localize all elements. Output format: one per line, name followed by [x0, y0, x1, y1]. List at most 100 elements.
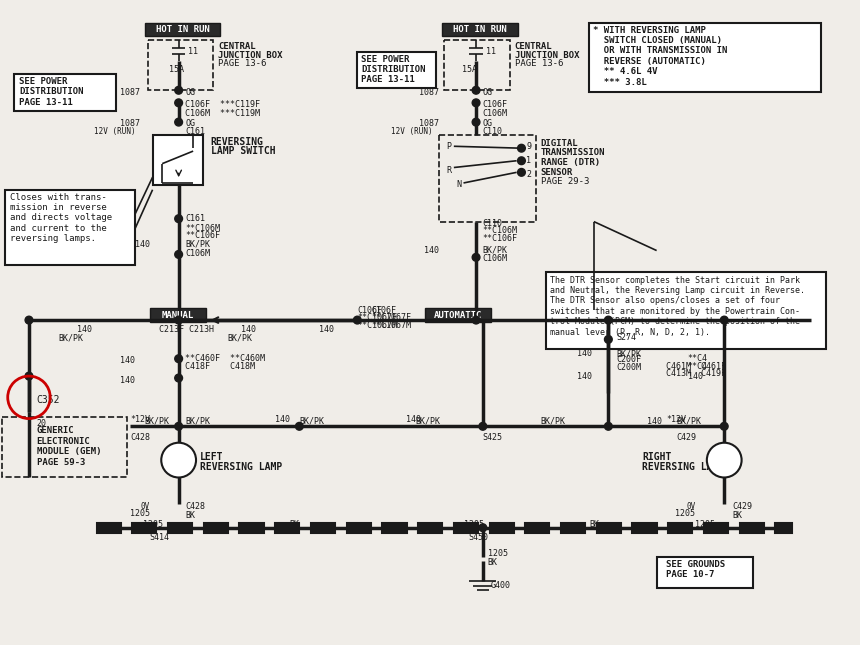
Text: REVERSING LAMP: REVERSING LAMP [642, 462, 724, 472]
Text: SEE GROUNDS
PAGE 10-7: SEE GROUNDS PAGE 10-7 [666, 560, 726, 579]
Text: S425: S425 [482, 433, 503, 442]
Text: Closes with trans-
mission in reverse
and directs voltage
and current to the
rev: Closes with trans- mission in reverse an… [9, 193, 112, 243]
Text: N: N [457, 180, 462, 189]
Circle shape [175, 355, 182, 362]
Bar [150, 308, 206, 322]
Text: 0V: 0V [686, 502, 695, 511]
Bar [168, 523, 192, 533]
Text: BK/PK: BK/PK [616, 349, 641, 358]
Text: RANGE (DTR): RANGE (DTR) [541, 158, 600, 167]
Text: 1087: 1087 [420, 119, 439, 128]
Bar [132, 523, 157, 533]
Text: 140: 140 [77, 325, 92, 334]
Text: 140: 140 [424, 246, 439, 255]
Bar [239, 523, 264, 533]
Text: 15A: 15A [462, 65, 476, 74]
Text: S414: S414 [150, 533, 169, 542]
Text: S450: S450 [469, 533, 488, 542]
Bar [589, 23, 820, 92]
Text: BK/PK: BK/PK [186, 417, 211, 426]
Text: 140: 140 [319, 325, 334, 334]
Text: **C4: **C4 [687, 354, 708, 363]
Text: C106F: C106F [482, 100, 507, 109]
Text: HOT IN RUN: HOT IN RUN [156, 25, 209, 34]
Text: **C4: **C4 [687, 362, 708, 371]
Bar [275, 523, 299, 533]
Bar [144, 23, 220, 36]
Text: HOT IN RUN: HOT IN RUN [453, 25, 507, 34]
Text: BK/PK: BK/PK [186, 240, 211, 249]
Text: BK: BK [589, 520, 599, 529]
Circle shape [175, 524, 182, 531]
Text: C161: C161 [186, 127, 206, 136]
Text: C461M  C461F: C461M C461F [666, 362, 727, 371]
Text: CENTRAL: CENTRAL [514, 42, 552, 51]
Text: C106M: C106M [482, 108, 507, 117]
Text: 1: 1 [526, 156, 531, 165]
Circle shape [721, 524, 728, 531]
Text: 1087: 1087 [120, 119, 140, 128]
Text: 140: 140 [647, 417, 662, 426]
Text: 1087: 1087 [120, 88, 140, 97]
Bar [442, 23, 518, 36]
Text: * WITH REVERSING LAMP
  SWITCH CLOSED (MANUAL)
  OR WITH TRANSMISSION IN
  REVER: * WITH REVERSING LAMP SWITCH CLOSED (MAN… [593, 26, 728, 86]
Bar [445, 40, 510, 90]
Text: DIGITAL: DIGITAL [541, 139, 579, 148]
Text: SENSOR: SENSOR [541, 168, 573, 177]
Text: BK: BK [290, 520, 299, 529]
Text: GENERIC
ELECTRONIC
MODULE (GEM)
PAGE 59-3: GENERIC ELECTRONIC MODULE (GEM) PAGE 59-… [37, 426, 101, 466]
Bar [657, 557, 753, 588]
Text: **C106M: **C106M [482, 226, 518, 235]
Text: BK: BK [732, 511, 742, 521]
Circle shape [472, 316, 480, 324]
Circle shape [472, 86, 480, 94]
Text: SEE POWER
DISTRIBUTION
PAGE 13-11: SEE POWER DISTRIBUTION PAGE 13-11 [361, 55, 426, 84]
Bar [632, 523, 657, 533]
Text: 2: 2 [526, 170, 531, 179]
Text: C413M  C419F: C413M C419F [666, 370, 727, 379]
Text: 1205: 1205 [488, 549, 507, 558]
Bar [439, 135, 536, 222]
Text: JUNCTION BOX: JUNCTION BOX [218, 51, 283, 60]
Bar [545, 272, 826, 349]
Text: REVERSING LAMP: REVERSING LAMP [200, 462, 282, 472]
Text: **C460F  **C460M: **C460F **C460M [186, 354, 266, 363]
Bar [152, 135, 203, 185]
Text: 9: 9 [526, 143, 531, 152]
Bar [704, 523, 728, 533]
Text: C428: C428 [186, 502, 206, 511]
Text: C213F C213H: C213F C213H [159, 325, 214, 334]
Text: C106M: C106M [482, 254, 507, 263]
Bar [561, 523, 585, 533]
Text: **C1067F: **C1067F [372, 313, 412, 322]
Text: SEE POWER
DISTRIBUTION
PAGE 13-11: SEE POWER DISTRIBUTION PAGE 13-11 [19, 77, 83, 106]
Text: 1087: 1087 [420, 88, 439, 97]
Circle shape [175, 215, 182, 223]
Text: TRANSMISSION: TRANSMISSION [541, 148, 605, 157]
Circle shape [479, 524, 487, 531]
Circle shape [721, 422, 728, 430]
Text: C429: C429 [676, 433, 696, 442]
Text: 1205: 1205 [464, 520, 483, 529]
Text: OG: OG [186, 119, 195, 128]
Circle shape [605, 422, 612, 430]
Circle shape [605, 316, 612, 324]
Text: PAGE 29-3: PAGE 29-3 [541, 177, 589, 186]
Text: BK: BK [186, 511, 195, 521]
Bar [489, 523, 513, 533]
Text: C418F    C418M: C418F C418M [186, 362, 255, 371]
Text: OG: OG [482, 119, 493, 128]
Text: BK: BK [488, 558, 498, 567]
Bar [454, 523, 478, 533]
Text: OG: OG [482, 88, 493, 97]
Text: **C106F: **C106F [482, 234, 518, 243]
Text: 12V (RUN): 12V (RUN) [94, 127, 135, 136]
Text: S274: S274 [616, 333, 636, 342]
Circle shape [175, 316, 182, 324]
Circle shape [175, 86, 182, 94]
Text: BK/PK: BK/PK [299, 417, 324, 426]
Text: LEFT: LEFT [200, 452, 224, 462]
Text: BK/PK: BK/PK [144, 417, 169, 426]
Circle shape [518, 144, 525, 152]
Text: BK/PK: BK/PK [415, 417, 440, 426]
